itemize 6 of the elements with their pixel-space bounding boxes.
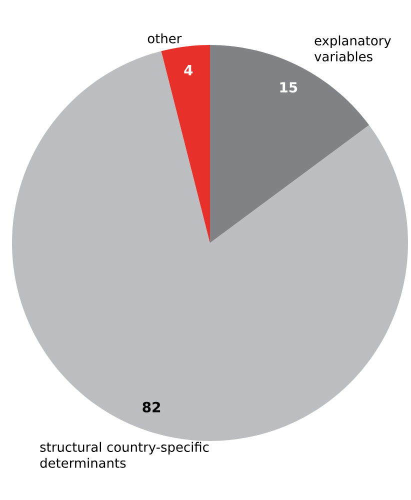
data-label: 4 [184,65,193,76]
data-label: 15 [280,82,298,93]
slice-label: structural country-specific determinants [40,442,209,468]
slice-label: explanatory variables [314,35,391,62]
data-label: 82 [142,402,160,412]
slice-label: other [148,33,182,44]
